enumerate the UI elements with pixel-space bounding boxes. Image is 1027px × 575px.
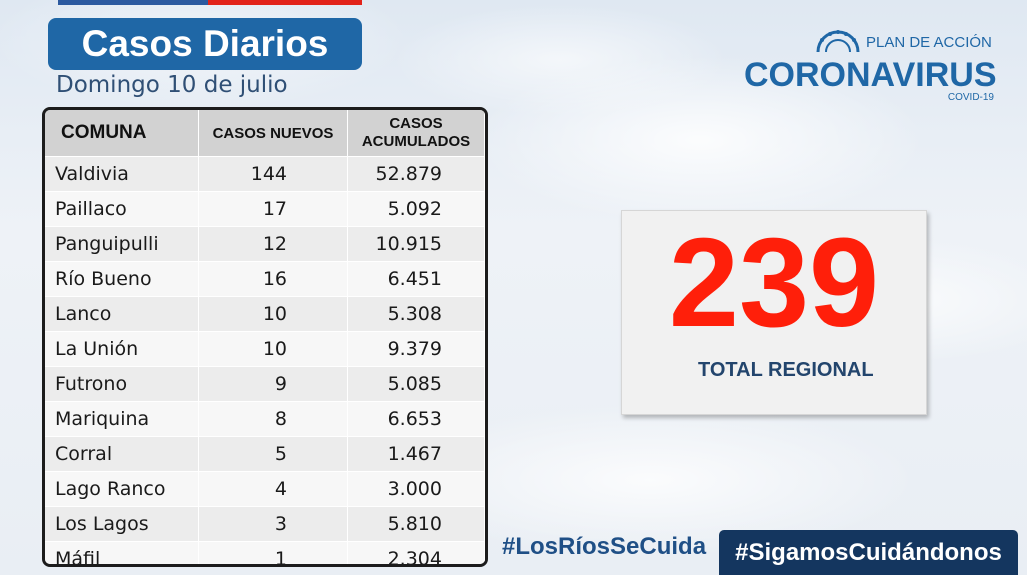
table-row: Panguipulli 12 10.915 bbox=[45, 226, 485, 262]
cell-casos-nuevos: 4 bbox=[198, 471, 348, 507]
virus-icon bbox=[816, 30, 860, 53]
table-row: La Unión 10 9.379 bbox=[45, 331, 485, 367]
hashtag-banner: #SigamosCuidándonos bbox=[719, 530, 1018, 575]
table-row: Los Lagos 3 5.810 bbox=[45, 506, 485, 542]
table-row: Lago Ranco 4 3.000 bbox=[45, 471, 485, 507]
cases-table: COMUNA CASOS NUEVOS CASOS ACUMULADOS Vald… bbox=[42, 107, 488, 567]
logo-plan-text: PLAN DE ACCIÓN bbox=[866, 34, 992, 51]
logo-coronavirus-text: CORONAVIRUS bbox=[744, 56, 997, 94]
cell-casos-acumulados: 10.915 bbox=[347, 226, 485, 262]
table-row: Paillaco 17 5.092 bbox=[45, 191, 485, 227]
coronavirus-logo: PLAN DE ACCIÓN CORONAVIRUS COVID-19 bbox=[744, 28, 997, 106]
cell-casos-acumulados: 6.653 bbox=[347, 401, 485, 437]
hashtag-sigamos: #SigamosCuidándonos bbox=[735, 538, 1002, 566]
cell-comuna: Paillaco bbox=[45, 191, 199, 227]
table-row: Mariquina 8 6.653 bbox=[45, 401, 485, 437]
cell-casos-acumulados: 6.451 bbox=[347, 261, 485, 297]
cell-casos-acumulados: 2.304 bbox=[347, 541, 485, 564]
total-value: 239 bbox=[668, 212, 880, 353]
cell-casos-nuevos: 1 bbox=[198, 541, 348, 564]
cell-casos-nuevos: 5 bbox=[198, 436, 348, 472]
cell-comuna: Corral bbox=[45, 436, 199, 472]
page-title: Casos Diarios bbox=[81, 23, 329, 64]
cell-casos-nuevos: 10 bbox=[198, 331, 348, 367]
title-banner: Casos Diarios bbox=[48, 18, 362, 70]
table-row: Corral 5 1.467 bbox=[45, 436, 485, 472]
cell-casos-acumulados: 5.308 bbox=[347, 296, 485, 332]
cell-casos-nuevos: 17 bbox=[198, 191, 348, 227]
cell-casos-nuevos: 9 bbox=[198, 366, 348, 402]
cell-comuna: Valdivia bbox=[45, 156, 199, 192]
cell-casos-acumulados: 5.085 bbox=[347, 366, 485, 402]
cell-casos-nuevos: 144 bbox=[198, 156, 348, 192]
table-row: Máfil 1 2.304 bbox=[45, 541, 485, 564]
total-label: TOTAL REGIONAL bbox=[698, 359, 874, 381]
header-comuna: COMUNA bbox=[45, 110, 199, 157]
cell-comuna: La Unión bbox=[45, 331, 199, 367]
cell-comuna: Lago Ranco bbox=[45, 471, 199, 507]
cell-casos-nuevos: 8 bbox=[198, 401, 348, 437]
cell-casos-nuevos: 12 bbox=[198, 226, 348, 262]
hashtag-los-rios: #LosRíosSeCuida bbox=[502, 533, 707, 560]
cell-casos-acumulados: 5.810 bbox=[347, 506, 485, 542]
header-casos-acumulados: CASOS ACUMULADOS bbox=[347, 110, 485, 157]
cell-casos-acumulados: 52.879 bbox=[347, 156, 485, 192]
cell-casos-nuevos: 16 bbox=[198, 261, 348, 297]
cell-casos-acumulados: 5.092 bbox=[347, 191, 485, 227]
cell-comuna: Panguipulli bbox=[45, 226, 199, 262]
table-row: Río Bueno 16 6.451 bbox=[45, 261, 485, 297]
cell-casos-acumulados: 3.000 bbox=[347, 471, 485, 507]
cell-casos-nuevos: 3 bbox=[198, 506, 348, 542]
table-header-row: COMUNA CASOS NUEVOS CASOS ACUMULADOS bbox=[45, 110, 485, 157]
cell-comuna: Mariquina bbox=[45, 401, 199, 437]
total-panel: 239 TOTAL REGIONAL bbox=[621, 210, 927, 415]
cell-comuna: Río Bueno bbox=[45, 261, 199, 297]
header-casos-nuevos: CASOS NUEVOS bbox=[198, 110, 348, 157]
cell-comuna: Los Lagos bbox=[45, 506, 199, 542]
cell-casos-acumulados: 9.379 bbox=[347, 331, 485, 367]
flag-stripe bbox=[58, 0, 362, 5]
cell-comuna: Futrono bbox=[45, 366, 199, 402]
cell-casos-nuevos: 10 bbox=[198, 296, 348, 332]
cell-casos-acumulados: 1.467 bbox=[347, 436, 485, 472]
table-row: Lanco 10 5.308 bbox=[45, 296, 485, 332]
table-row: Valdivia 144 52.879 bbox=[45, 156, 485, 192]
table-row: Futrono 9 5.085 bbox=[45, 366, 485, 402]
cell-comuna: Lanco bbox=[45, 296, 199, 332]
cell-comuna: Máfil bbox=[45, 541, 199, 564]
logo-covid-text: COVID-19 bbox=[947, 92, 994, 103]
date-label: Domingo 10 de julio bbox=[56, 72, 288, 98]
